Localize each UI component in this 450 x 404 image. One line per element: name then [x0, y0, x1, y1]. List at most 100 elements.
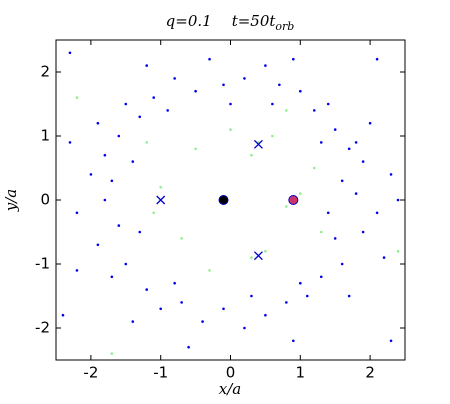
particle [110, 179, 114, 183]
particle [250, 256, 253, 259]
particle [347, 147, 351, 151]
particle [68, 51, 72, 55]
particle [264, 249, 267, 253]
particle [229, 128, 232, 131]
particle [96, 121, 100, 125]
particle [138, 230, 142, 234]
particle [333, 128, 337, 131]
particle [194, 89, 197, 93]
particle [75, 269, 79, 272]
particle [285, 205, 288, 208]
particle [326, 102, 330, 106]
particle [243, 326, 246, 330]
particle [152, 96, 156, 99]
particle [208, 269, 211, 272]
particle [271, 134, 274, 138]
y-tick-label: 0 [40, 191, 50, 209]
particle [354, 141, 358, 144]
x-tick-label: 0 [226, 364, 236, 382]
particle [145, 288, 149, 291]
particle [187, 345, 190, 349]
particle [110, 275, 114, 279]
x-axis-label: x/a [219, 380, 241, 398]
cross-marker [156, 195, 166, 205]
particle [340, 262, 344, 266]
cross-marker [253, 139, 263, 149]
particle [159, 185, 162, 189]
y-axis-label: y/a [2, 189, 20, 212]
particle [61, 313, 65, 317]
particle [299, 89, 302, 93]
particle [299, 192, 302, 195]
particle [382, 256, 386, 259]
particle [75, 96, 79, 99]
particle [103, 198, 107, 202]
particle [166, 109, 169, 112]
particle [173, 281, 176, 285]
particle [368, 121, 372, 125]
particle [319, 141, 323, 144]
particle [152, 211, 156, 215]
particle [124, 262, 128, 266]
particle [201, 320, 204, 323]
particle [222, 83, 225, 87]
particle [264, 64, 267, 67]
particle [145, 141, 149, 144]
particle [131, 160, 135, 163]
y-tick-label: 2 [40, 63, 50, 81]
particle [312, 166, 316, 170]
particle [299, 281, 302, 285]
particle [96, 243, 100, 247]
particle [326, 211, 330, 215]
particle [305, 294, 309, 298]
particle [292, 339, 295, 343]
particle [396, 198, 400, 202]
particle [229, 102, 232, 106]
particle [222, 307, 225, 311]
particle [271, 102, 274, 106]
particle [361, 230, 365, 234]
plot-frame [55, 39, 406, 361]
particle [312, 109, 316, 112]
particle [250, 294, 253, 298]
particle [354, 192, 358, 195]
particle [75, 211, 79, 215]
particle [264, 313, 267, 317]
particle [375, 57, 379, 61]
particle [180, 237, 183, 240]
particle [110, 352, 114, 355]
particle [68, 141, 72, 144]
particle [117, 224, 121, 227]
y-tick-label: 1 [40, 127, 50, 145]
particle [138, 115, 142, 119]
particle [117, 134, 121, 138]
particle [159, 307, 162, 311]
cross-marker [253, 251, 263, 261]
particle [173, 77, 176, 80]
x-tick-label: 2 [365, 364, 375, 382]
particle [243, 77, 246, 80]
x-tick-label: -1 [153, 364, 168, 382]
particle [396, 249, 400, 253]
x-tick-label: -2 [83, 364, 98, 382]
title-q: q=0.1 [166, 12, 212, 30]
particle [145, 64, 149, 67]
body-marker [288, 195, 299, 205]
title-subscript: orb [275, 20, 294, 33]
particle [285, 301, 288, 304]
x-tick-label: 1 [296, 364, 306, 382]
particle [319, 275, 323, 279]
y-tick-label: -2 [35, 319, 50, 337]
particle [278, 83, 281, 87]
chart-title: q=0.1 t=50torb [166, 12, 295, 33]
particle [375, 211, 379, 215]
particle [389, 173, 393, 176]
particle [319, 230, 323, 234]
particle [208, 57, 211, 61]
particle [103, 153, 107, 157]
particle [124, 102, 128, 106]
particle [333, 237, 337, 240]
particle [389, 339, 393, 343]
particle [347, 294, 351, 298]
